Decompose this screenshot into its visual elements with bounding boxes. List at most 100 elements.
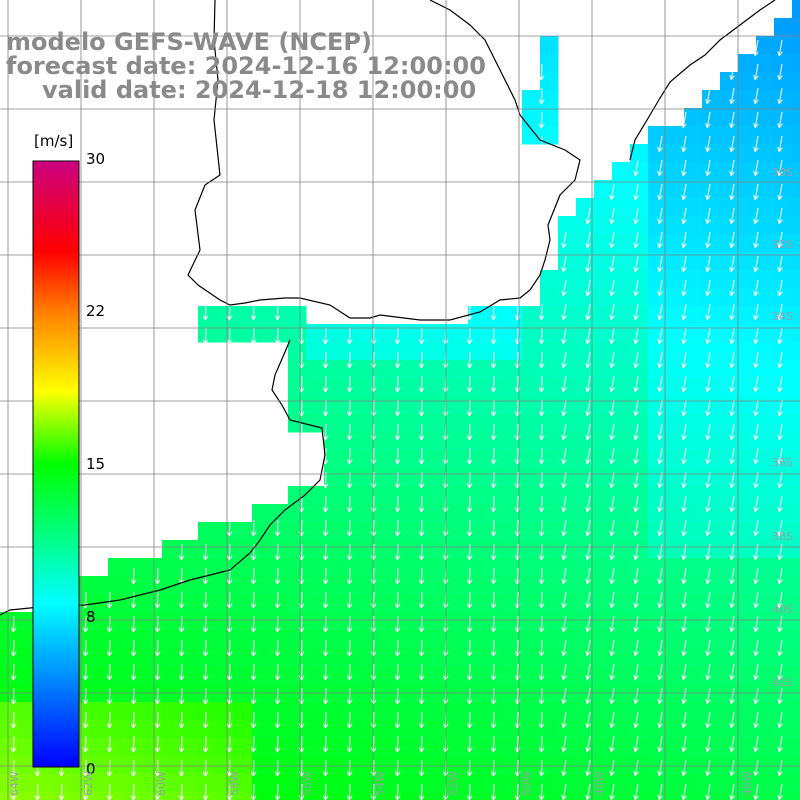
wind-vector (609, 711, 615, 729)
wind-vector (729, 207, 735, 225)
wind-speed-cell (720, 432, 739, 451)
wind-speed-cell (486, 522, 505, 541)
wind-speed-cell (720, 558, 739, 577)
wind-vector (490, 447, 497, 465)
colorbar-tick-0: 0 (86, 760, 96, 778)
wind-speed-cell (216, 738, 235, 757)
wind-vector (729, 303, 735, 321)
wind-speed-cell (666, 144, 685, 163)
wind-speed-cell (342, 720, 361, 739)
wind-vector (106, 663, 113, 681)
wind-speed-cell (324, 414, 343, 433)
wind-speed-cell (612, 594, 631, 613)
wind-speed-cell (756, 504, 775, 523)
wind-vector (130, 735, 137, 753)
wind-vector (753, 495, 759, 513)
wind-speed-cell (774, 432, 793, 451)
wind-speed-cell (702, 432, 721, 451)
wind-speed-cell (90, 576, 109, 595)
wind-speed-cell (756, 72, 775, 91)
wind-speed-cell (702, 540, 721, 559)
wind-vector (490, 327, 497, 345)
wind-vector (609, 639, 615, 657)
wind-speed-cell (630, 774, 649, 793)
wind-vector (609, 663, 615, 681)
wind-speed-cell (720, 576, 739, 595)
wind-speed-cell (18, 702, 37, 721)
wind-speed-cell (558, 414, 577, 433)
wind-speed-cell (684, 270, 703, 289)
wind-speed-cell (288, 594, 307, 613)
wind-speed-cell (162, 738, 181, 757)
wind-vector (633, 663, 639, 681)
wind-speed-cell (468, 522, 487, 541)
wind-vector (777, 783, 783, 800)
wind-speed-cell (522, 720, 541, 739)
wind-speed-cell (540, 522, 559, 541)
wind-speed-cell (396, 414, 415, 433)
wind-vector (777, 39, 783, 57)
wind-speed-cell (342, 540, 361, 559)
wind-vector (729, 63, 735, 81)
wind-vector (466, 327, 473, 345)
wind-speed-cell (756, 756, 775, 775)
wind-vector (561, 591, 567, 609)
wind-vector (633, 351, 639, 369)
wind-speed-cell (648, 216, 667, 235)
wind-speed-cell (378, 612, 397, 631)
wind-vector (777, 567, 783, 585)
wind-speed-cell (198, 558, 217, 577)
wind-speed-cell (684, 576, 703, 595)
wind-speed-cell (702, 234, 721, 253)
wind-vector (777, 207, 783, 225)
wind-speed-cell (180, 612, 199, 631)
wind-speed-cell (540, 612, 559, 631)
wind-speed-cell (630, 738, 649, 757)
wind-vector (681, 639, 687, 657)
wind-speed-cell (558, 216, 577, 235)
wind-speed-cell (486, 378, 505, 397)
wind-vector (681, 351, 687, 369)
wind-speed-cell (756, 36, 775, 55)
wind-speed-cell (558, 558, 577, 577)
wind-speed-cell (360, 450, 379, 469)
wind-speed-cell (252, 324, 271, 343)
wind-speed-cell (306, 360, 325, 379)
wind-speed-cell (540, 648, 559, 667)
wind-speed-cell (774, 342, 793, 361)
wind-speed-cell (252, 738, 271, 757)
wind-speed-cell (90, 630, 109, 649)
wind-speed-cell (684, 504, 703, 523)
wind-vector (466, 447, 473, 465)
wind-speed-cell (522, 432, 541, 451)
wind-speed-cell (540, 450, 559, 469)
wind-speed-cell (324, 774, 343, 793)
wind-speed-cell (522, 396, 541, 415)
wind-speed-cell (702, 288, 721, 307)
wind-vector (322, 423, 329, 441)
wind-speed-cell (720, 612, 739, 631)
wind-speed-cell (126, 774, 145, 793)
wind-speed-cell (630, 162, 649, 181)
wind-vector (346, 687, 353, 705)
wind-vector (609, 399, 615, 417)
wind-vector (681, 375, 687, 393)
wind-speed-cell (252, 774, 271, 793)
wind-vector (657, 639, 663, 657)
wind-speed-cell (360, 414, 379, 433)
wind-speed-cell (702, 90, 721, 109)
wind-speed-cell (360, 342, 379, 361)
wind-speed-cell (270, 504, 289, 523)
wind-vector (753, 615, 759, 633)
wind-speed-cell (270, 702, 289, 721)
wind-speed-cell (702, 252, 721, 271)
wind-vector (10, 663, 17, 681)
wind-vector (729, 615, 735, 633)
wind-speed-cell (432, 522, 451, 541)
wind-speed-cell (306, 702, 325, 721)
wind-vector (681, 327, 687, 345)
wind-speed-cell (540, 342, 559, 361)
wind-speed-cell (108, 594, 127, 613)
wind-speed-cell (558, 612, 577, 631)
wind-vector (729, 135, 735, 153)
